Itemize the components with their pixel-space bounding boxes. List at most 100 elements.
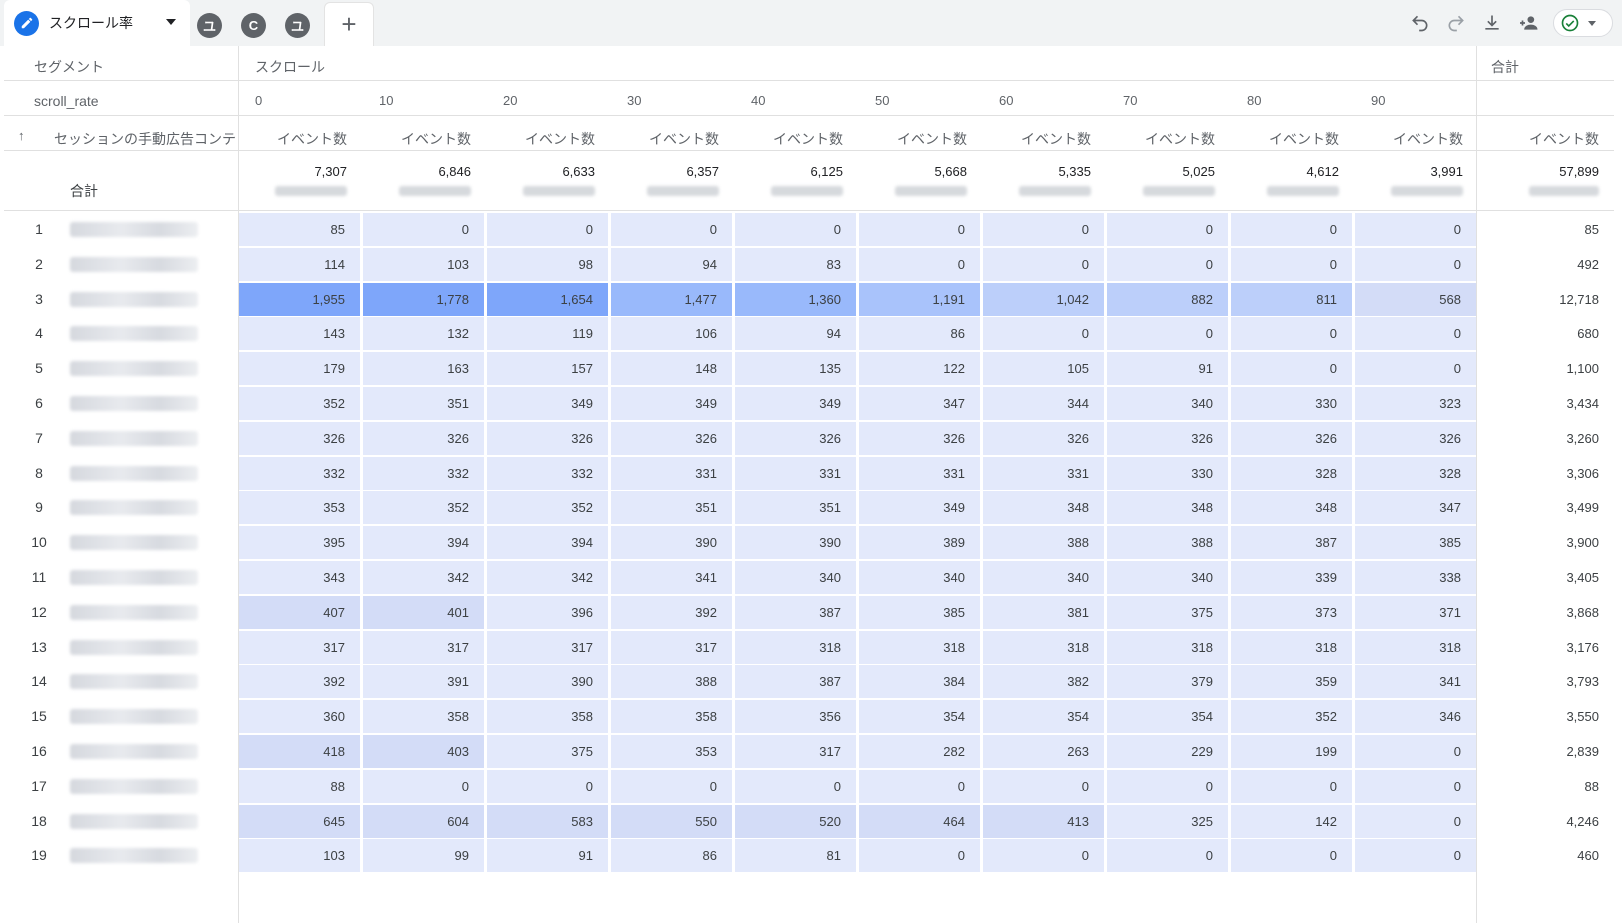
- table-cell[interactable]: 354: [859, 700, 980, 733]
- table-cell[interactable]: 317: [363, 631, 484, 664]
- table-cell[interactable]: 179: [239, 352, 360, 385]
- table-cell[interactable]: 342: [363, 561, 484, 594]
- table-cell[interactable]: 348: [1107, 491, 1228, 524]
- dimension-value-redacted[interactable]: [70, 222, 198, 237]
- table-cell[interactable]: 98: [487, 248, 608, 281]
- table-cell[interactable]: 318: [859, 631, 980, 664]
- table-row[interactable]: 4 143 132 119 106 94 86 0 0 0 0 680: [0, 317, 1614, 350]
- table-cell[interactable]: 326: [859, 422, 980, 455]
- table-row[interactable]: 5 179 163 157 148 135 122 105 91 0 0 1,100: [0, 352, 1614, 385]
- table-cell[interactable]: 0: [1355, 735, 1476, 768]
- scroll-value-header[interactable]: 40: [751, 93, 766, 108]
- table-row[interactable]: 14 392 391 390 388 387 384 382 379 359 341 3,793: [0, 665, 1614, 698]
- table-cell[interactable]: 349: [735, 387, 856, 420]
- table-cell[interactable]: 331: [859, 457, 980, 490]
- table-cell[interactable]: 0: [859, 839, 980, 872]
- table-cell[interactable]: 338: [1355, 561, 1476, 594]
- table-cell[interactable]: 114: [239, 248, 360, 281]
- table-cell[interactable]: 0: [983, 248, 1104, 281]
- table-cell[interactable]: 263: [983, 735, 1104, 768]
- metric-header[interactable]: イベント数: [277, 131, 347, 147]
- table-cell[interactable]: 1,042: [983, 283, 1104, 316]
- table-cell[interactable]: 326: [1107, 422, 1228, 455]
- table-cell[interactable]: 0: [1107, 213, 1228, 246]
- metric-header[interactable]: イベント数: [773, 131, 843, 147]
- table-cell[interactable]: 401: [363, 596, 484, 629]
- table-cell[interactable]: 340: [983, 561, 1104, 594]
- row-total[interactable]: 460: [1477, 839, 1614, 872]
- metric-header[interactable]: イベント数: [401, 131, 471, 147]
- table-cell[interactable]: 550: [611, 805, 732, 838]
- table-cell[interactable]: 318: [735, 631, 856, 664]
- table-cell[interactable]: 326: [611, 422, 732, 455]
- scroll-value-header[interactable]: 70: [1123, 93, 1138, 108]
- table-cell[interactable]: 325: [1107, 805, 1228, 838]
- table-cell[interactable]: 0: [611, 213, 732, 246]
- table-cell[interactable]: 0: [363, 213, 484, 246]
- table-cell[interactable]: 1,778: [363, 283, 484, 316]
- table-cell[interactable]: 343: [239, 561, 360, 594]
- table-cell[interactable]: 1,191: [859, 283, 980, 316]
- table-cell[interactable]: 0: [1355, 805, 1476, 838]
- table-cell[interactable]: 390: [735, 526, 856, 559]
- table-cell[interactable]: 142: [1231, 805, 1352, 838]
- table-cell[interactable]: 0: [1231, 248, 1352, 281]
- row-total[interactable]: 680: [1477, 317, 1614, 350]
- table-cell[interactable]: 0: [487, 213, 608, 246]
- table-cell[interactable]: 353: [239, 491, 360, 524]
- row-total[interactable]: 3,550: [1477, 700, 1614, 733]
- table-cell[interactable]: 394: [363, 526, 484, 559]
- table-cell[interactable]: 330: [1231, 387, 1352, 420]
- table-cell[interactable]: 318: [1231, 631, 1352, 664]
- metric-header[interactable]: イベント数: [649, 131, 719, 147]
- scroll-value-header[interactable]: 0: [255, 93, 263, 108]
- table-cell[interactable]: 331: [735, 457, 856, 490]
- table-cell[interactable]: 1,654: [487, 283, 608, 316]
- table-cell[interactable]: 94: [735, 317, 856, 350]
- table-cell[interactable]: 0: [1107, 770, 1228, 803]
- table-cell[interactable]: 85: [239, 213, 360, 246]
- table-cell[interactable]: 0: [859, 770, 980, 803]
- table-cell[interactable]: 371: [1355, 596, 1476, 629]
- table-row[interactable]: 8 332 332 332 331 331 331 331 330 328 328 3,306: [0, 457, 1614, 490]
- table-cell[interactable]: 882: [1107, 283, 1228, 316]
- row-total[interactable]: 492: [1477, 248, 1614, 281]
- scroll-value-header[interactable]: 90: [1371, 93, 1386, 108]
- table-cell[interactable]: 0: [735, 770, 856, 803]
- table-cell[interactable]: 0: [1231, 213, 1352, 246]
- scroll-value-header[interactable]: 30: [627, 93, 642, 108]
- metric-header-total[interactable]: イベント数: [1529, 131, 1599, 147]
- table-cell[interactable]: 379: [1107, 665, 1228, 698]
- row-total[interactable]: 2,839: [1477, 735, 1614, 768]
- table-cell[interactable]: 347: [1355, 491, 1476, 524]
- dimension-value-redacted[interactable]: [70, 396, 198, 411]
- table-cell[interactable]: 389: [859, 526, 980, 559]
- row-total[interactable]: 3,900: [1477, 526, 1614, 559]
- add-tab-button[interactable]: +: [324, 2, 374, 46]
- table-cell[interactable]: 83: [735, 248, 856, 281]
- table-cell[interactable]: 328: [1355, 457, 1476, 490]
- table-cell[interactable]: 387: [1231, 526, 1352, 559]
- table-cell[interactable]: 326: [983, 422, 1104, 455]
- share-icon[interactable]: [1516, 11, 1544, 35]
- table-cell[interactable]: 0: [363, 770, 484, 803]
- table-row[interactable]: 13 317 317 317 317 318 318 318 318 318 318 3,176: [0, 631, 1614, 664]
- table-cell[interactable]: 390: [487, 665, 608, 698]
- table-cell[interactable]: 103: [363, 248, 484, 281]
- table-cell[interactable]: 354: [983, 700, 1104, 733]
- table-cell[interactable]: 407: [239, 596, 360, 629]
- redo-icon[interactable]: [1444, 11, 1468, 35]
- table-cell[interactable]: 326: [363, 422, 484, 455]
- table-cell[interactable]: 381: [983, 596, 1104, 629]
- chevron-down-icon[interactable]: [166, 19, 176, 25]
- dimension-value-redacted[interactable]: [70, 431, 198, 446]
- dimension-value-redacted[interactable]: [70, 605, 198, 620]
- row-total[interactable]: 3,306: [1477, 457, 1614, 490]
- table-cell[interactable]: 0: [1231, 839, 1352, 872]
- table-cell[interactable]: 132: [363, 317, 484, 350]
- table-cell[interactable]: 282: [859, 735, 980, 768]
- table-cell[interactable]: 418: [239, 735, 360, 768]
- table-cell[interactable]: 375: [1107, 596, 1228, 629]
- dimension-value-redacted[interactable]: [70, 674, 198, 689]
- table-cell[interactable]: 0: [735, 213, 856, 246]
